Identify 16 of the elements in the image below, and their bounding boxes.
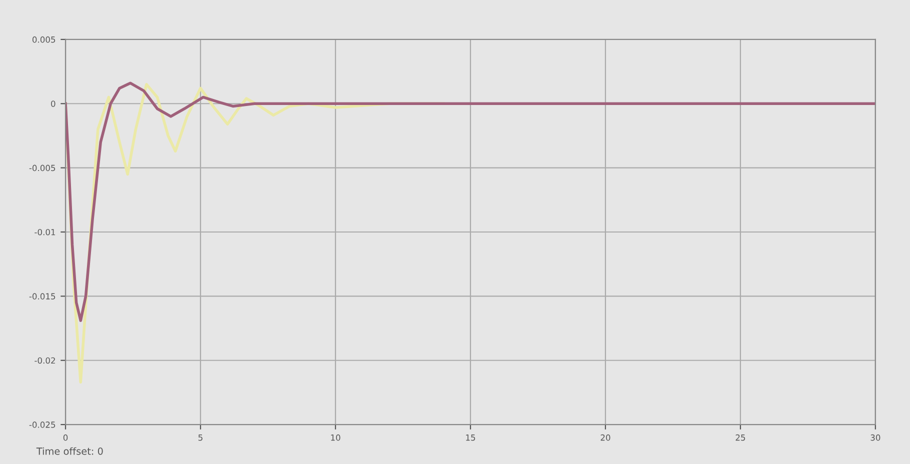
x-tick-label: 15	[466, 434, 476, 441]
x-tick-label: 0	[63, 434, 68, 441]
x-tick-label: 5	[198, 434, 202, 441]
y-tick-label: -0.01	[34, 228, 56, 236]
x-tick-label: 25	[736, 434, 746, 441]
y-tick-label: -0.02	[34, 357, 55, 364]
x-tick-label: 10	[331, 434, 340, 441]
y-tick-label: -0.005	[29, 164, 56, 172]
text: Time offset: 0	[36, 447, 103, 455]
x-tick-label: 20	[600, 434, 610, 441]
x-tick-label: 30	[870, 434, 880, 441]
y-tick-label: 0	[51, 100, 56, 107]
y-tick-label: 0.005	[32, 36, 56, 43]
y-tick-label: -0.015	[29, 293, 56, 300]
line-series	[66, 82, 876, 322]
y-tick-label: -0.025	[29, 422, 56, 428]
